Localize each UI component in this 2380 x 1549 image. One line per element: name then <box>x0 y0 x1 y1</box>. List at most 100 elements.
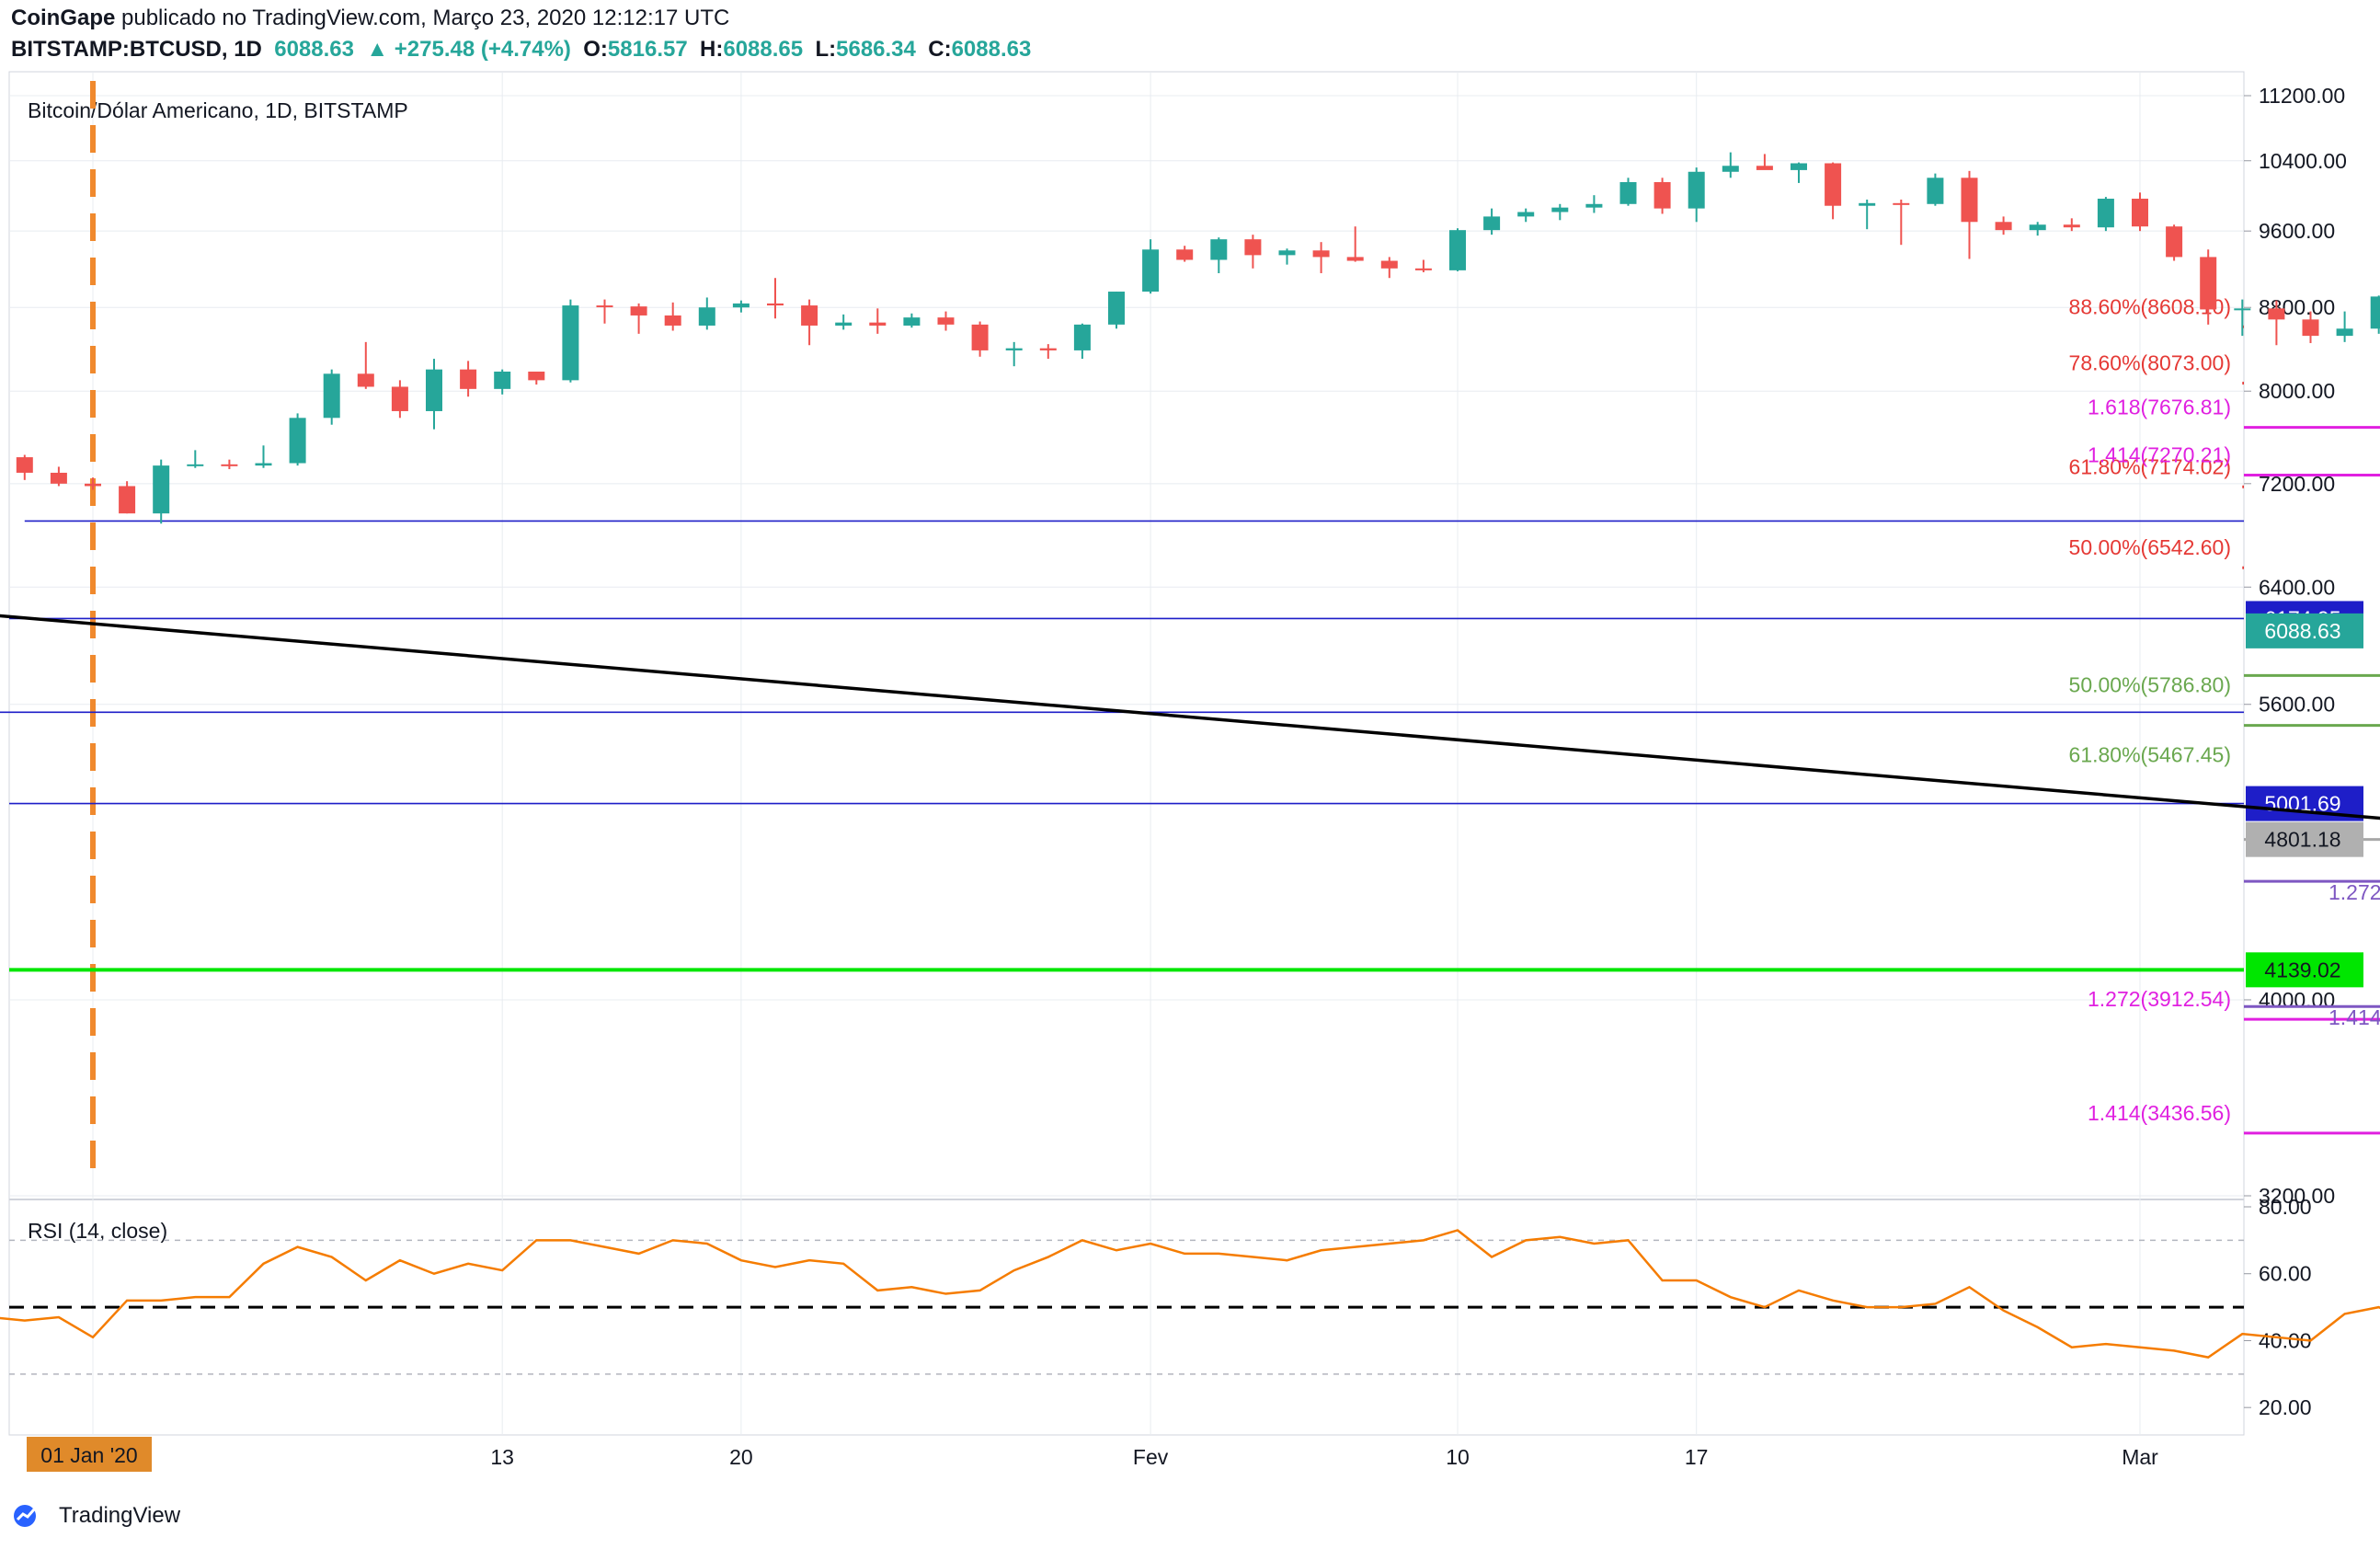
candle-body <box>1483 216 1501 231</box>
candle-body <box>1346 257 1364 261</box>
price-tick-label: 3200.00 <box>2259 1184 2335 1208</box>
candle-body <box>323 373 340 419</box>
candle-body <box>289 418 306 464</box>
candle-body <box>528 371 545 381</box>
candle-body <box>1653 181 1671 209</box>
candle-body <box>2166 226 2183 258</box>
plot-frame <box>8 71 2245 1436</box>
candle-body <box>494 371 511 389</box>
fib-level-label: 1.272(3912.54) <box>2088 987 2231 1011</box>
time-tick-label: 01 Jan '20 <box>40 1443 137 1467</box>
candle-body <box>2234 308 2251 311</box>
candle-body <box>732 303 749 308</box>
candle-body <box>85 483 101 487</box>
symbol: BITSTAMP:BTCUSD, 1D <box>11 37 262 62</box>
high-value: 6088.65 <box>723 37 804 62</box>
candle-body <box>937 317 955 325</box>
publisher-name: CoinGape <box>11 6 116 30</box>
fib-level-label: 61.80%(5467.45) <box>2069 743 2231 767</box>
candle-body <box>630 306 647 316</box>
candle-body <box>1688 171 1705 209</box>
last-price: 6088.63 <box>274 37 354 62</box>
time-tick-label: 13 <box>490 1445 514 1469</box>
low-label: L: <box>815 37 837 62</box>
candle-body <box>16 457 33 473</box>
price-tick-label: 10400.00 <box>2259 149 2347 173</box>
candle-body <box>596 305 613 308</box>
price-tick-label: 8000.00 <box>2259 379 2335 403</box>
candle-body <box>1756 166 1773 170</box>
candle-body <box>460 369 477 389</box>
candle-body <box>2336 328 2353 337</box>
candle-body <box>2132 199 2148 227</box>
candle-body <box>1961 178 1978 223</box>
open-label: O: <box>583 37 608 62</box>
price-badge <box>2246 952 2363 988</box>
tradingview-logo[interactable]: TradingView <box>13 1503 180 1529</box>
fib-purple-label: 1.272(4577.96) <box>2329 880 2380 904</box>
candle-body <box>1927 178 1944 204</box>
candle-body <box>2029 224 2046 231</box>
price-badge-label: 4139.02 <box>2264 958 2340 981</box>
fib-level-label: 1.414(7270.21) <box>2088 443 2231 467</box>
candle-body <box>1176 249 1194 260</box>
candle-body <box>767 303 784 306</box>
time-tick-label: Fev <box>1133 1445 1169 1469</box>
downtrend-line <box>0 614 2380 820</box>
rsi-title: RSI (14, close) <box>28 1219 167 1243</box>
candle-body <box>187 464 204 466</box>
candle-body <box>1039 348 1057 350</box>
tradingview-logo-icon <box>14 1505 36 1527</box>
rsi-line <box>0 1229 2380 1359</box>
low-value: 5686.34 <box>836 37 916 62</box>
rsi-tick-label: 60.00 <box>2259 1262 2312 1286</box>
fib-level-label: 1.618(7676.81) <box>2088 396 2231 419</box>
candle-body <box>1995 222 2012 231</box>
price-tick-label: 9600.00 <box>2259 219 2335 243</box>
fib-level-label: 50.00%(5786.80) <box>2069 672 2231 696</box>
candle-body <box>1142 249 1160 293</box>
candle-body <box>971 324 989 350</box>
candle-body <box>2370 296 2380 329</box>
candle-body <box>119 486 136 514</box>
change: ▲ +275.48 (+4.74%) <box>366 37 571 62</box>
close-value: 6088.63 <box>951 37 1032 62</box>
fib-level-label: 78.60%(8073.00) <box>2069 351 2231 375</box>
candle-body <box>1108 292 1125 325</box>
candle-body <box>221 464 238 466</box>
close-label: C: <box>928 37 952 62</box>
candle-body <box>1449 230 1466 270</box>
publish-info: publicado no TradingView.com, Março 23, … <box>121 6 730 30</box>
candle-body <box>2302 319 2319 337</box>
candle-body <box>50 472 67 484</box>
time-tick-label: Mar <box>2122 1445 2158 1469</box>
candle-body <box>1005 348 1023 350</box>
candle-body <box>664 315 681 326</box>
candle-body <box>1278 250 1296 256</box>
candle-body <box>1210 239 1228 260</box>
candle-body <box>426 369 442 411</box>
candle-body <box>562 305 579 381</box>
candle-body <box>1380 260 1398 269</box>
fib-purple-label: 1.414(3969.66) <box>2329 1005 2380 1029</box>
candle-body <box>1312 250 1330 258</box>
tradingview-brand: TradingView <box>59 1503 181 1528</box>
candle-body <box>698 307 715 326</box>
price-tick-label: 5600.00 <box>2259 693 2335 717</box>
fib-level-label: 61.80%(7174.02) <box>2069 454 2231 478</box>
chart-title: Bitcoin/Dólar Americano, 1D, BITSTAMP <box>28 98 408 122</box>
time-tick-label: 17 <box>1685 1445 1709 1469</box>
price-badge-label: 4801.18 <box>2264 828 2340 852</box>
date-badge <box>27 1437 152 1472</box>
candle-body <box>153 465 170 514</box>
price-tick-label: 6400.00 <box>2259 575 2335 599</box>
candle-body <box>835 322 852 326</box>
fib-level-label: 50.00%(6542.60) <box>2069 535 2231 559</box>
candle-body <box>1825 163 1842 206</box>
open-value: 5816.57 <box>607 37 688 62</box>
time-tick-label: 10 <box>1446 1445 1470 1469</box>
candle-body <box>1619 181 1637 204</box>
candle-body <box>2268 308 2285 320</box>
candle-body <box>1551 207 1569 212</box>
